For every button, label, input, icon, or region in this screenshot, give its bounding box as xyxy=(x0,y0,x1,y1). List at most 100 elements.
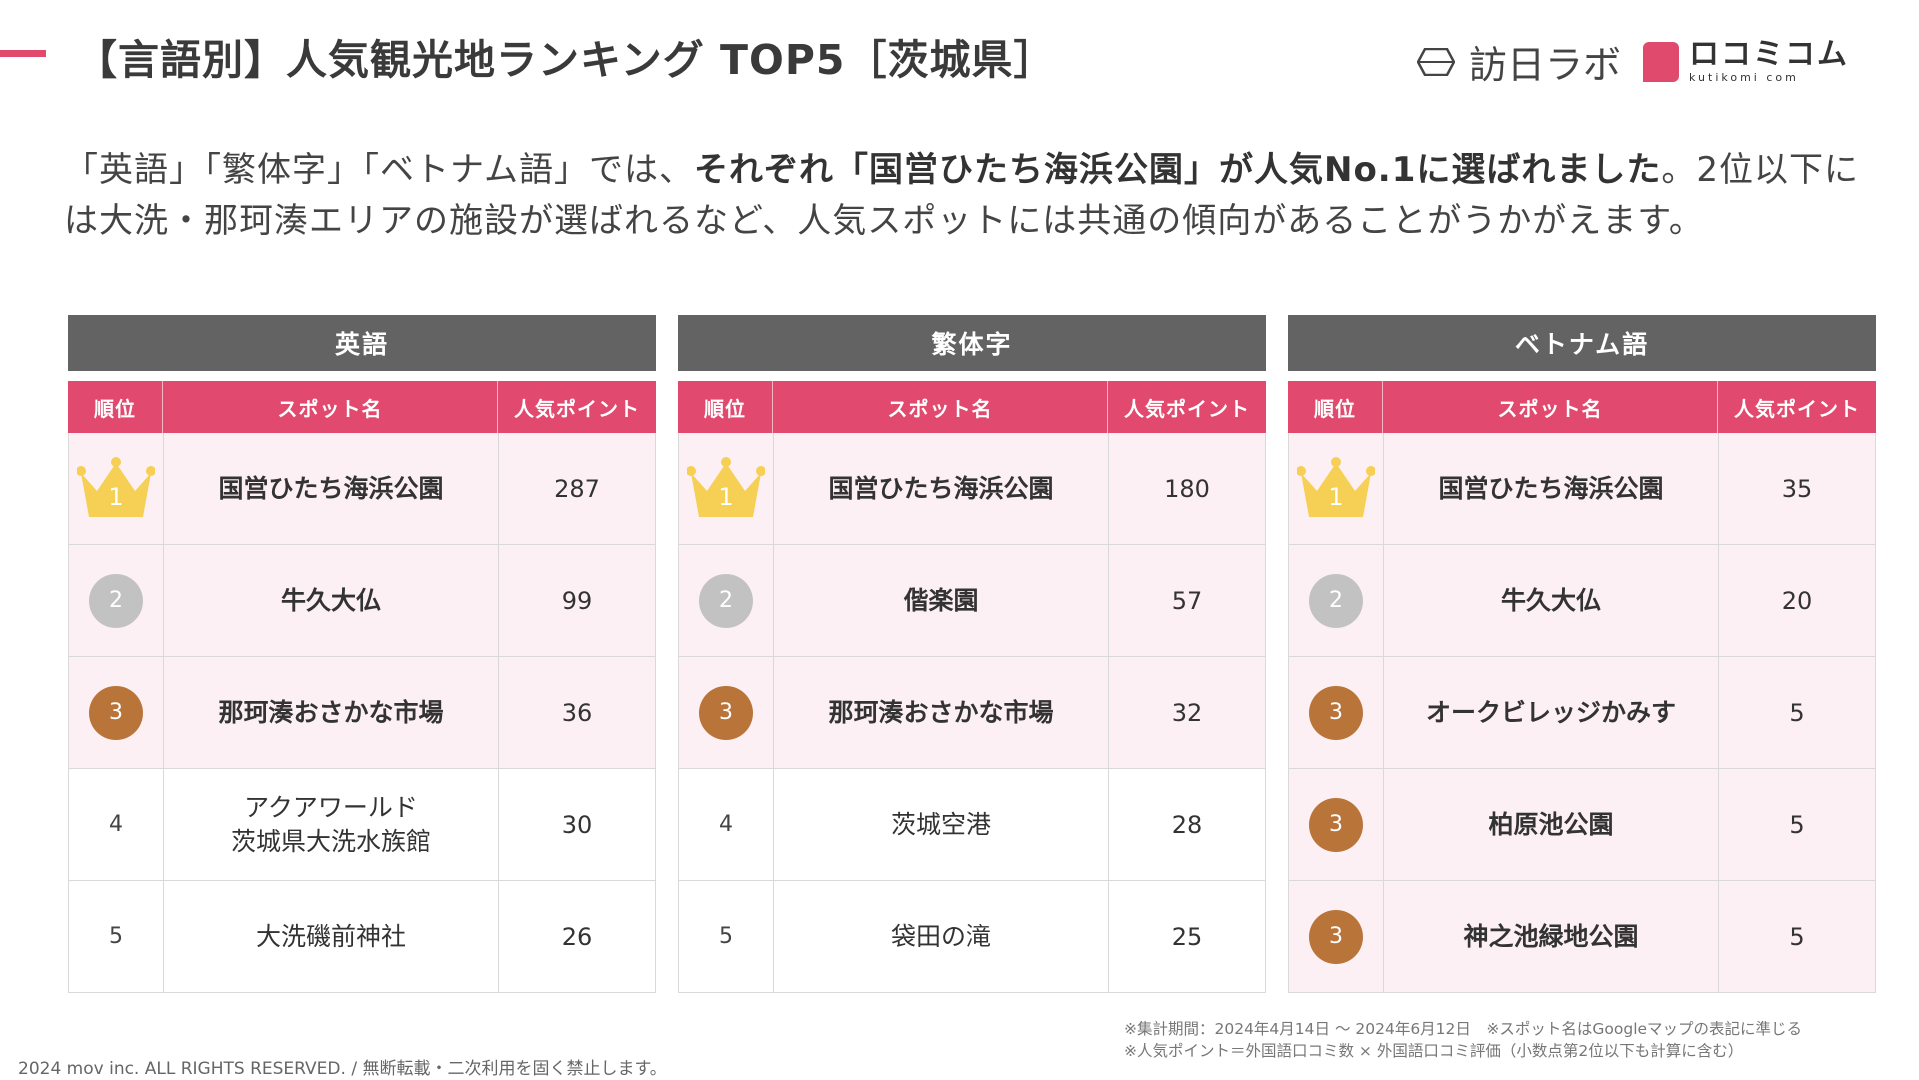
spot-name: 牛久大仏 xyxy=(280,585,381,615)
column-header-rank: 順位 xyxy=(678,381,773,433)
rank-number: 1 xyxy=(1328,482,1344,511)
rank-cell: 3 xyxy=(69,657,164,768)
spot-cell: 国営ひたち海浜公園 xyxy=(164,433,499,544)
rank-cell: 3 xyxy=(1289,657,1384,768)
column-header-spot: スポット名 xyxy=(1383,381,1718,433)
table-row: 2 牛久大仏 99 xyxy=(68,545,656,657)
spot-name: 国営ひたち海浜公園 xyxy=(828,473,1054,503)
points-cell: 20 xyxy=(1719,545,1875,656)
table-row: 3 柏原池公園 5 xyxy=(1288,769,1876,881)
note-line2: ※人気ポイント＝外国語口コミ数 × 外国語口コミ評価（小数点第2位以下も計算に含… xyxy=(1124,1042,1744,1060)
table-row: 3 神之池緑地公園 5 xyxy=(1288,881,1876,993)
ranking-table: 英語 順位 スポット名 人気ポイント 1 国営ひたち海浜公園 287 2 xyxy=(68,315,656,993)
rank-cell: 3 xyxy=(679,657,774,768)
rank-cell: 5 xyxy=(69,881,164,992)
spot-cell: 袋田の滝 xyxy=(774,881,1109,992)
rank-medal-silver: 2 xyxy=(89,573,143,628)
table-row: 1 国営ひたち海浜公園 35 xyxy=(1288,433,1876,545)
rank-number: 1 xyxy=(718,482,734,511)
ranking-table: 繁体字 順位 スポット名 人気ポイント 1 国営ひたち海浜公園 180 2 xyxy=(678,315,1266,993)
spot-name: 偕楽園 xyxy=(903,585,979,615)
language-header: 英語 xyxy=(68,315,656,371)
spot-cell: 柏原池公園 xyxy=(1384,769,1719,880)
points-cell: 180 xyxy=(1109,433,1265,544)
ranking-table: ベトナム語 順位 スポット名 人気ポイント 1 国営ひたち海浜公園 35 2 xyxy=(1288,315,1876,993)
column-header-points: 人気ポイント xyxy=(1124,396,1250,421)
language-header: ベトナム語 xyxy=(1288,315,1876,371)
points-value: 99 xyxy=(561,586,593,615)
rank-cell: 4 xyxy=(69,769,164,880)
points-value: 36 xyxy=(561,698,593,727)
points-cell: 36 xyxy=(499,657,655,768)
rank-cell: 2 xyxy=(679,545,774,656)
logo-main-text: 訪日ラボ xyxy=(1468,43,1621,87)
points-cell: 5 xyxy=(1719,657,1875,768)
spot-cell: 那珂湊おさかな市場 xyxy=(164,657,499,768)
logos: 訪日ラボ ロコミコム kutikomi com xyxy=(1416,34,1849,89)
accent-bar xyxy=(0,50,46,57)
note-line1: ※集計期間：2024年4月14日 〜 2024年6月12日 ※スポット名はGoo… xyxy=(1124,1020,1803,1038)
rank-number: 4 xyxy=(109,812,123,837)
rank-medal-bronze: 3 xyxy=(1309,909,1363,964)
rank-cell: 1 xyxy=(69,433,164,544)
spot-name: 袋田の滝 xyxy=(890,921,991,951)
points-cell: 99 xyxy=(499,545,655,656)
spot-name: 大洗磯前神社 xyxy=(255,921,406,951)
table-row: 5 袋田の滝 25 xyxy=(678,881,1266,993)
points-value: 180 xyxy=(1164,474,1210,503)
column-header-spot: スポット名 xyxy=(163,381,498,433)
crown-icon: 1 xyxy=(77,456,155,521)
points-cell: 26 xyxy=(499,881,655,992)
points-cell: 287 xyxy=(499,433,655,544)
kutikomi-logo: ロコミコム kutikomi com xyxy=(1643,40,1849,83)
spot-cell: オークビレッジかみす xyxy=(1384,657,1719,768)
points-value: 32 xyxy=(1171,698,1203,727)
table-row: 3 那珂湊おさかな市場 32 xyxy=(678,657,1266,769)
table-row: 5 大洗磯前神社 26 xyxy=(68,881,656,993)
points-cell: 30 xyxy=(499,769,655,880)
speech-bubble-icon xyxy=(1643,41,1679,82)
spot-cell: 大洗磯前神社 xyxy=(164,881,499,992)
points-value: 5 xyxy=(1789,810,1805,839)
page-title: 【言語別】人気観光地ランキング TOP5［茨城県］ xyxy=(76,36,1056,84)
spot-name: 国営ひたち海浜公園 xyxy=(1438,473,1664,503)
spot-cell: 茨城空港 xyxy=(774,769,1109,880)
column-header-points: 人気ポイント xyxy=(1734,396,1860,421)
lead-part1: 「英語」「繁体字」「ベトナム語」では、 xyxy=(64,150,694,190)
spot-name: 牛久大仏 xyxy=(1500,585,1601,615)
spot-name: オークビレッジかみす xyxy=(1425,697,1676,727)
spot-name: 神之池緑地公園 xyxy=(1463,921,1639,951)
notes: ※集計期間：2024年4月14日 〜 2024年6月12日 ※スポット名はGoo… xyxy=(1124,1018,1802,1062)
rank-number: 5 xyxy=(109,924,123,949)
table-row: 1 国営ひたち海浜公園 180 xyxy=(678,433,1266,545)
crown-icon: 1 xyxy=(1297,456,1375,521)
column-header-row: 順位 スポット名 人気ポイント xyxy=(678,381,1266,433)
rank-number: 5 xyxy=(719,924,733,949)
points-value: 20 xyxy=(1781,586,1813,615)
table-row: 3 那珂湊おさかな市場 36 xyxy=(68,657,656,769)
rank-cell: 3 xyxy=(1289,769,1384,880)
points-value: 287 xyxy=(554,474,600,503)
rank-cell: 2 xyxy=(69,545,164,656)
lead-paragraph: 「英語」「繁体字」「ベトナム語」では、それぞれ「国営ひたち海浜公園」が人気No.… xyxy=(64,145,1874,247)
lead-part3: 。2位以下には大洗・那珂湊エリアの施設が選ばれるなど、人気スポットには共通の傾向… xyxy=(64,150,1860,241)
rank-medal-bronze: 3 xyxy=(699,685,753,740)
rank-cell: 3 xyxy=(1289,881,1384,992)
points-value: 5 xyxy=(1789,922,1805,951)
logo-secondary-text: ロコミコム xyxy=(1689,37,1849,72)
table-row: 1 国営ひたち海浜公園 287 xyxy=(68,433,656,545)
table-row: 4 茨城空港 28 xyxy=(678,769,1266,881)
spot-cell: 牛久大仏 xyxy=(1384,545,1719,656)
points-value: 28 xyxy=(1171,810,1203,839)
spot-cell: 神之池緑地公園 xyxy=(1384,881,1719,992)
column-header-points: 人気ポイント xyxy=(514,396,640,421)
spot-cell: アクアワールド 茨城県大洗水族館 xyxy=(164,769,499,880)
points-value: 5 xyxy=(1789,698,1805,727)
points-cell: 32 xyxy=(1109,657,1265,768)
ranking-tables: 英語 順位 スポット名 人気ポイント 1 国営ひたち海浜公園 287 2 xyxy=(68,315,1876,993)
points-cell: 25 xyxy=(1109,881,1265,992)
rank-cell: 4 xyxy=(679,769,774,880)
points-cell: 5 xyxy=(1719,769,1875,880)
rank-cell: 1 xyxy=(1289,433,1384,544)
spot-name: 茨城空港 xyxy=(890,809,991,839)
